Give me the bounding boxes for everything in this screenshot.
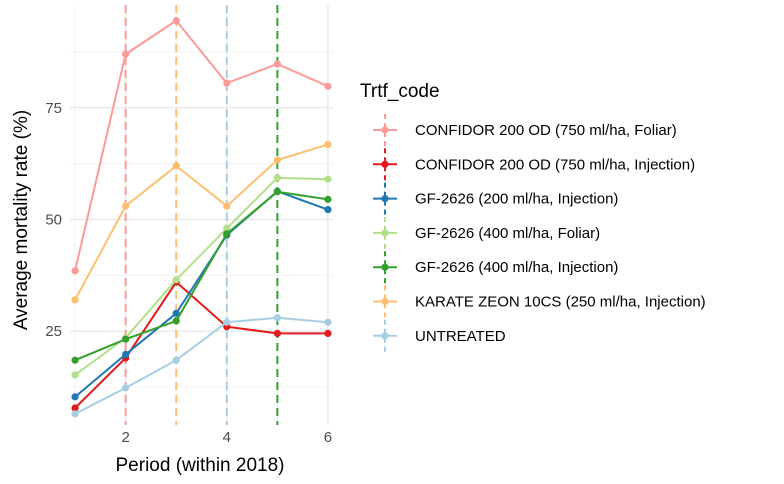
legend-item: GF-2626 (200 ml/ha, Injection) — [373, 182, 618, 215]
y-axis-title: Average mortality rate (%) — [11, 110, 32, 330]
legend-label: GF-2626 (400 ml/ha, Foliar) — [415, 225, 600, 242]
data-point — [71, 371, 79, 379]
series-line-2 — [74, 280, 328, 409]
data-point — [122, 350, 130, 359]
series-line-1 — [74, 19, 329, 272]
data-point — [172, 162, 180, 170]
legend-label: CONFIDOR 200 OD (750 ml/ha, Foliar) — [415, 122, 677, 139]
legend-key-point — [381, 195, 389, 203]
data-point — [122, 384, 130, 392]
data-point — [172, 309, 180, 317]
data-point — [122, 335, 130, 343]
legend-item: UNTREATED — [373, 319, 506, 352]
data-point — [324, 318, 332, 326]
series-line-5 — [74, 190, 329, 362]
data-point — [71, 410, 79, 418]
data-point — [324, 140, 332, 149]
data-point — [172, 356, 180, 364]
legend-item: GF-2626 (400 ml/ha, Injection) — [373, 251, 618, 284]
data-point — [122, 50, 130, 58]
series-line-3 — [74, 190, 329, 398]
data-point — [324, 329, 332, 338]
data-point — [223, 318, 231, 326]
data-point — [71, 404, 79, 412]
axis-layer: 2 4 6 25 50 75 — [45, 100, 332, 446]
data-point — [273, 60, 281, 68]
legend-key-point — [381, 263, 389, 271]
legend-item: KARATE ZEON 10CS (250 ml/ha, Injection) — [373, 285, 706, 318]
data-point — [223, 230, 231, 238]
series-line-7 — [74, 316, 329, 415]
data-point — [273, 174, 281, 182]
y-tick-label: 50 — [45, 211, 62, 228]
x-tick-label: 6 — [324, 429, 332, 446]
data-point — [172, 317, 180, 325]
legend-title: Trtf_code — [360, 81, 440, 102]
data-point — [324, 82, 332, 90]
legend-label: CONFIDOR 200 OD (750 ml/ha, Injection) — [415, 156, 695, 173]
x-tick-label: 2 — [121, 429, 129, 446]
reference-lines — [124, 5, 279, 425]
legend-key-point — [381, 297, 389, 306]
legend-label: GF-2626 (400 ml/ha, Injection) — [415, 259, 618, 276]
legend-item: CONFIDOR 200 OD (750 ml/ha, Injection) — [373, 148, 695, 181]
x-tick-label: 4 — [223, 429, 231, 446]
legend: Trtf_code CONFIDOR 200 OD (750 ml/ha, Fo… — [360, 81, 706, 352]
data-point — [223, 224, 231, 233]
legend-label: UNTREATED — [415, 328, 506, 345]
data-point — [273, 329, 281, 338]
legend-label: GF-2626 (200 ml/ha, Injection) — [415, 191, 618, 208]
data-point — [324, 206, 332, 214]
data-point — [71, 393, 79, 401]
data-point — [273, 156, 281, 164]
data-point — [223, 202, 231, 210]
data-point — [71, 296, 79, 304]
data-point — [71, 356, 79, 364]
series-layer — [71, 17, 332, 418]
y-tick-label: 75 — [45, 100, 62, 117]
legend-item: GF-2626 (400 ml/ha, Foliar) — [373, 216, 600, 249]
x-axis-title: Period (within 2018) — [116, 455, 285, 476]
data-point — [223, 79, 231, 87]
y-tick-label: 25 — [45, 323, 62, 340]
data-point — [273, 188, 281, 196]
data-point — [172, 276, 180, 284]
legend-item: CONFIDOR 200 OD (750 ml/ha, Foliar) — [373, 114, 677, 146]
data-point — [324, 195, 332, 203]
legend-key-point — [381, 229, 389, 237]
legend-items: CONFIDOR 200 OD (750 ml/ha, Foliar) CONFI… — [373, 114, 706, 352]
legend-key-point — [381, 160, 389, 168]
legend-key-point — [381, 332, 389, 340]
data-point — [71, 267, 79, 275]
data-point — [172, 17, 180, 25]
legend-label: KARATE ZEON 10CS (250 ml/ha, Injection) — [415, 294, 706, 311]
grid-layer — [70, 5, 333, 425]
data-point — [324, 175, 332, 183]
legend-key-point — [381, 126, 389, 134]
data-point — [122, 202, 130, 210]
series-line-6 — [74, 143, 329, 301]
data-point — [273, 314, 281, 322]
series-line-4 — [74, 176, 328, 376]
